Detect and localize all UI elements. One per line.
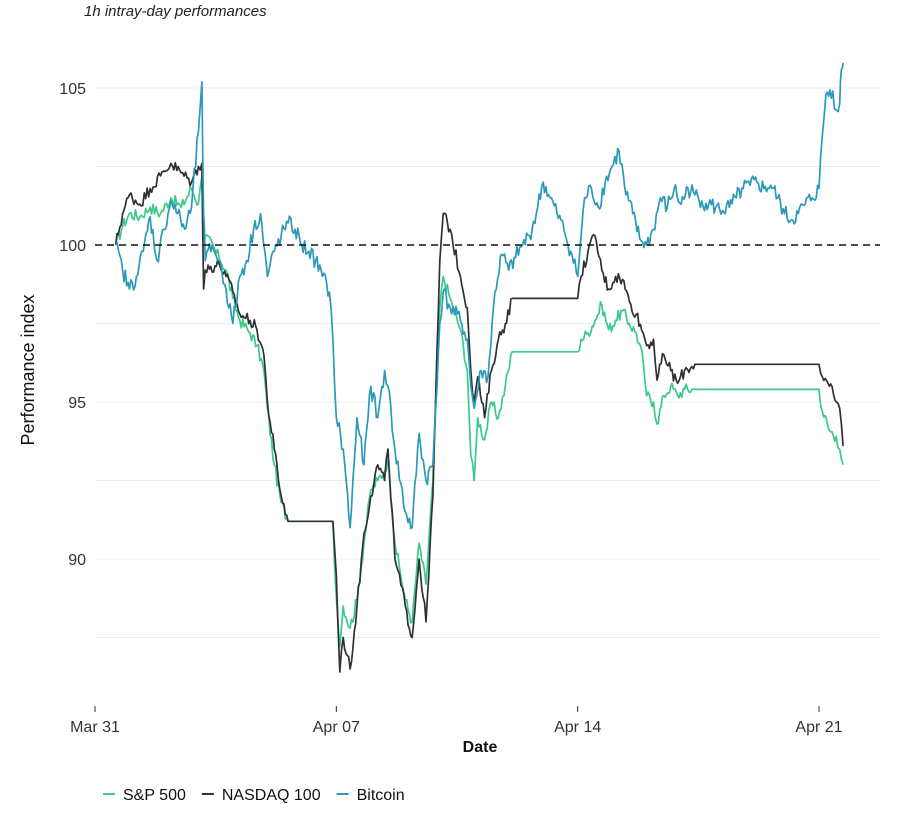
y-tick-label: 100 bbox=[59, 238, 86, 255]
y-tick-label: 105 bbox=[59, 81, 86, 98]
x-axis-ticks: Mar 31 Apr 07 Apr 14 Apr 21 bbox=[70, 706, 843, 736]
series-line-nasdaq-100 bbox=[114, 161, 844, 673]
series-lines bbox=[114, 62, 844, 673]
y-axis-title: Performance index bbox=[18, 294, 38, 445]
legend-label: S&P 500 bbox=[123, 787, 186, 804]
x-axis-title: Date bbox=[463, 739, 498, 756]
x-tick-label: Apr 07 bbox=[313, 719, 360, 736]
y-tick-label: 95 bbox=[68, 395, 86, 412]
y-axis-ticks: 90 95 100 105 bbox=[59, 81, 86, 569]
x-tick-label: Apr 14 bbox=[554, 719, 601, 736]
x-tick-label: Mar 31 bbox=[70, 719, 120, 736]
x-tick-label: Apr 21 bbox=[795, 719, 842, 736]
chart-subtitle: 1h intray-day performances bbox=[84, 3, 267, 20]
y-tick-label: 90 bbox=[68, 552, 86, 569]
legend-label: Bitcoin bbox=[357, 787, 405, 804]
grid-lines bbox=[95, 87, 880, 638]
legend-label: NASDAQ 100 bbox=[222, 787, 321, 804]
series-line-s-p-500 bbox=[114, 175, 844, 648]
series-line-bitcoin bbox=[114, 62, 844, 530]
legend: S&P 500 NASDAQ 100 Bitcoin bbox=[103, 787, 405, 804]
